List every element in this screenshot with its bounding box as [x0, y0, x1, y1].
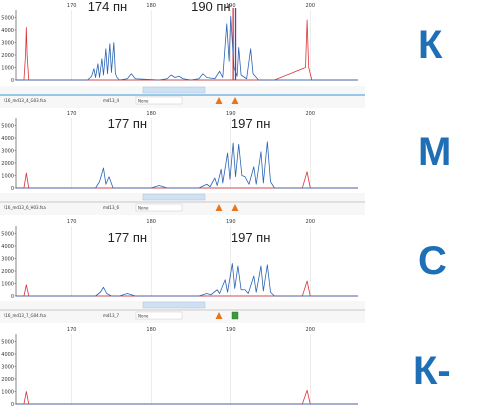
peak-size-label: 177 пн — [108, 230, 148, 245]
y-tick-label: 1000 — [1, 65, 14, 71]
y-tick-label: 2000 — [1, 53, 14, 59]
y-tick-label: 0 — [11, 78, 14, 84]
ok-flag-icon[interactable] — [231, 311, 239, 320]
panel-none-label: None — [138, 314, 149, 319]
y-tick-label: 1000 — [1, 173, 14, 179]
x-tick-label: 170 — [67, 219, 77, 225]
series-line-size-standard — [16, 19, 358, 81]
status-bar-background — [0, 86, 365, 108]
x-tick-label: 180 — [146, 111, 156, 117]
y-tick-label: 2000 — [1, 377, 14, 383]
file-name-label: \16_md13_7_G04.fsa — [4, 313, 46, 318]
status-bar-background — [0, 301, 365, 323]
sample-name-label: md13_4 — [103, 98, 120, 103]
x-tick-label: 180 — [146, 327, 156, 333]
panel-select-box[interactable] — [135, 96, 183, 105]
y-tick-label: 4000 — [1, 352, 14, 358]
warning-flag-icon[interactable] — [231, 204, 239, 211]
y-tick-label: 4000 — [1, 28, 14, 34]
x-tick-label: 180 — [146, 219, 156, 225]
peak-size-label: 197 пн — [231, 230, 271, 245]
series-line-sample — [16, 263, 358, 297]
peak-size-label: 177 пн — [108, 116, 148, 131]
y-tick-label: 5000 — [1, 123, 14, 129]
sample-letter: С — [418, 239, 447, 283]
x-tick-label: 200 — [306, 219, 316, 225]
status-bar-background — [0, 193, 365, 215]
peak-size-label: 197 пн — [231, 116, 271, 131]
status-bar-2: \16_md13_6_H03.fsa md13_6 None — [0, 193, 365, 215]
y-tick-label: 3000 — [1, 148, 14, 154]
y-tick-label: 5000 — [1, 15, 14, 21]
series-line-sample — [16, 141, 358, 189]
status-bar-1: \16_md13_4_G03.fsa md13_4 None — [0, 86, 365, 108]
y-tick-label: 5000 — [1, 231, 14, 237]
sample-letter: К- — [413, 349, 451, 393]
y-tick-label: 2000 — [1, 161, 14, 167]
file-name-label: \16_md13_4_G03.fsa — [4, 98, 46, 103]
panel-none-label: None — [138, 99, 149, 104]
y-tick-label: 5000 — [1, 339, 14, 345]
sample-name-label: md13_7 — [103, 313, 120, 318]
x-tick-label: 190 — [226, 327, 236, 333]
warning-flag-icon[interactable] — [215, 97, 223, 104]
peak-size-label: 190 пн — [191, 0, 231, 14]
x-tick-label: 200 — [306, 327, 316, 333]
x-tick-label: 190 — [226, 3, 236, 9]
scroll-thumb[interactable] — [142, 86, 206, 94]
y-tick-label: 2000 — [1, 269, 14, 275]
x-tick-label: 190 — [226, 219, 236, 225]
y-tick-label: 0 — [11, 294, 14, 300]
series-line-sample — [16, 15, 358, 81]
warning-flag-icon[interactable] — [215, 312, 223, 319]
x-tick-label: 170 — [67, 111, 77, 117]
series-line-size-standard — [16, 280, 358, 297]
y-tick-label: 3000 — [1, 40, 14, 46]
series-line-size-standard — [16, 389, 358, 405]
x-tick-label: 200 — [306, 3, 316, 9]
x-tick-label: 170 — [67, 327, 77, 333]
warning-flag-icon[interactable] — [231, 97, 239, 104]
y-tick-label: 3000 — [1, 256, 14, 262]
y-tick-label: 0 — [11, 402, 14, 408]
scroll-thumb[interactable] — [142, 301, 206, 309]
panel-none-label: None — [138, 206, 149, 211]
y-tick-label: 4000 — [1, 244, 14, 250]
sample-name-label: md13_6 — [103, 205, 120, 210]
sample-letter: К — [418, 23, 443, 67]
file-name-label: \16_md13_6_H03.fsa — [4, 205, 46, 210]
panel-select-box[interactable] — [135, 311, 183, 320]
x-tick-label: 170 — [67, 3, 77, 9]
y-tick-label: 3000 — [1, 364, 14, 370]
peak-size-label: 174 пн — [88, 0, 128, 14]
y-tick-label: 4000 — [1, 136, 14, 142]
y-tick-label: 1000 — [1, 281, 14, 287]
panel-select-box[interactable] — [135, 203, 183, 212]
y-tick-label: 1000 — [1, 389, 14, 395]
x-tick-label: 180 — [146, 3, 156, 9]
y-tick-label: 0 — [11, 186, 14, 192]
series-line-size-standard — [16, 171, 358, 189]
sample-letter: М — [418, 130, 451, 174]
scroll-thumb[interactable] — [142, 193, 206, 201]
status-bar-3: \16_md13_7_G04.fsa md13_7 None — [0, 301, 365, 323]
warning-flag-icon[interactable] — [215, 204, 223, 211]
x-tick-label: 190 — [226, 111, 236, 117]
x-tick-label: 200 — [306, 111, 316, 117]
